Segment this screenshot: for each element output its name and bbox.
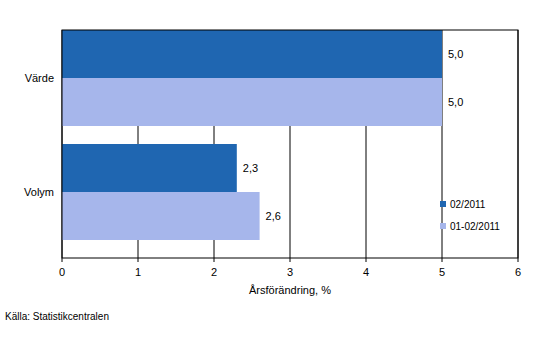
- category-label: Värde: [25, 72, 54, 84]
- chart-container: 0 1 2 3 4 5 6 5,0 2,3 5,0 2,6 Värde Volym 02/2011 01-0…: [0, 0, 533, 359]
- tick-label: 3: [287, 266, 293, 278]
- tick-mark: [138, 258, 139, 262]
- data-label: 5,0: [448, 96, 463, 108]
- tick-label: 0: [59, 266, 65, 278]
- legend-swatch: [440, 223, 446, 229]
- data-label: 2,6: [266, 210, 281, 222]
- tick-mark: [366, 258, 367, 262]
- source: Källa: Statistikcentralen: [5, 311, 109, 322]
- tick-label: 1: [135, 266, 141, 278]
- bar: [62, 192, 260, 240]
- axis-label: Årsförändring, %: [249, 284, 331, 296]
- bar: [62, 78, 442, 126]
- tick-label: 5: [439, 266, 445, 278]
- data-label: 2,3: [243, 162, 258, 174]
- tick-mark: [214, 258, 215, 262]
- tick-mark: [62, 258, 63, 262]
- bar: [62, 144, 237, 192]
- tick-mark: [442, 258, 443, 262]
- category-label: Volym: [24, 186, 54, 198]
- plot-frame: [62, 30, 518, 258]
- legend-label: 01-02/2011: [450, 221, 500, 232]
- legend-label: 02/2011: [450, 199, 486, 210]
- chart: 0 1 2 3 4 5 6 5,0 2,3 5,0 2,6 Värde Volym 02/2011 01-0…: [0, 0, 533, 359]
- tick-mark: [290, 258, 291, 262]
- tick-label: 6: [515, 266, 521, 278]
- bar: [62, 30, 442, 78]
- legend-swatch: [440, 201, 446, 207]
- tick-label: 4: [363, 266, 369, 278]
- tick-label: 2: [211, 266, 217, 278]
- tick-mark: [518, 258, 519, 262]
- data-label: 5,0: [448, 48, 463, 60]
- bars: [62, 30, 442, 240]
